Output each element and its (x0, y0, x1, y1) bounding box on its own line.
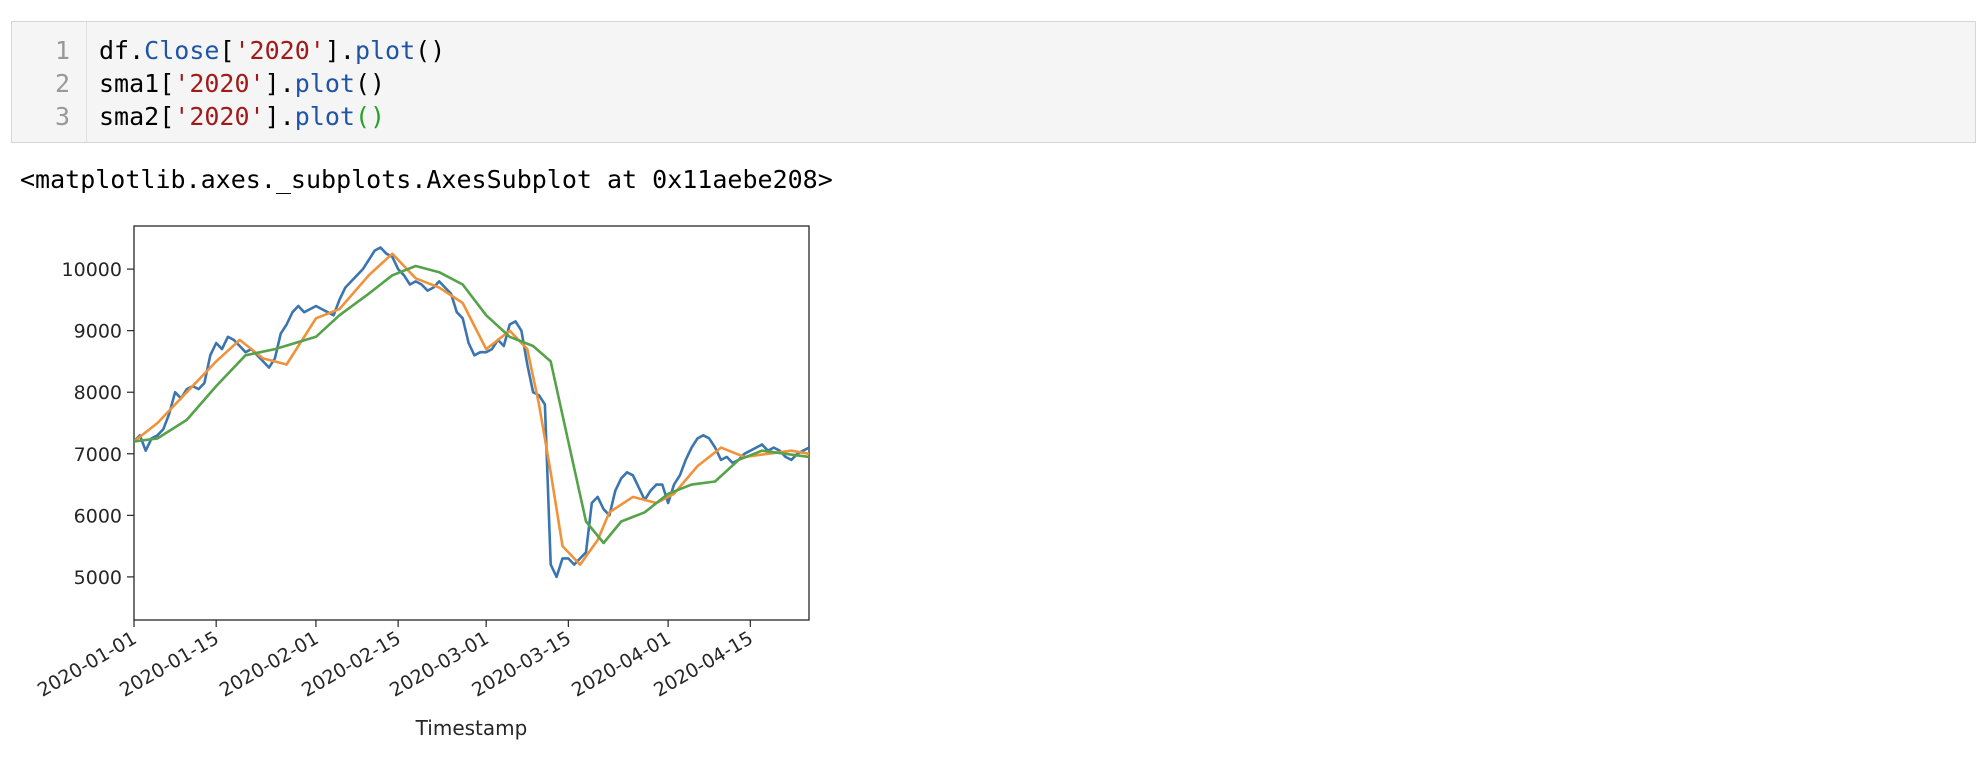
plot-area (133, 225, 810, 621)
code-line[interactable]: sma1['2020'].plot() (99, 67, 385, 100)
code-token: sma2 (99, 102, 160, 131)
y-tick-label: 6000 (74, 505, 122, 527)
code-token: plot (354, 36, 416, 65)
code-token: '2020' (174, 102, 265, 131)
y-tick-label: 10000 (62, 259, 122, 281)
x-axis-title: Timestamp (415, 716, 528, 740)
code-token: . (129, 36, 145, 65)
line-number-gutter: 1 2 3 (12, 22, 87, 142)
code-token: () (415, 36, 446, 65)
code-token: . (279, 69, 295, 98)
y-tick-label: 8000 (74, 382, 122, 404)
y-tick-label: 7000 (74, 444, 122, 466)
code-token: '2020' (234, 36, 325, 65)
code-token: () (354, 69, 386, 98)
code-token: sma1 (99, 69, 160, 98)
line-number: 3 (54, 102, 70, 131)
code-token: () (354, 102, 386, 131)
code-token: ] (324, 36, 340, 65)
code-token: df (99, 36, 130, 65)
code-token: Close (144, 36, 220, 65)
axes-frame (133, 225, 810, 621)
x-axis: 2020-01-012020-01-152020-02-012020-02-15… (34, 620, 757, 702)
code-token: [ (219, 36, 235, 65)
line-chart: 5000 6000 7000 8000 9000 10000 2020-01-012020… (34, 225, 810, 740)
code-token: plot (294, 69, 355, 98)
output-repr-text: <matplotlib.axes._subplots.AxesSubplot a… (20, 165, 833, 194)
code-line[interactable]: sma2['2020'].plot() (99, 100, 385, 133)
code-token: ] (264, 102, 280, 131)
code-line[interactable]: df.Close['2020'].plot() (99, 34, 445, 67)
series-line-3 (134, 264, 809, 545)
y-axis: 5000 6000 7000 8000 9000 10000 (62, 259, 134, 589)
code-token: . (279, 102, 295, 131)
series-layer (134, 246, 809, 579)
code-token: . (339, 36, 355, 65)
line-number: 2 (54, 69, 70, 98)
code-token: plot (294, 102, 355, 131)
y-tick-label: 9000 (74, 321, 122, 343)
series-line-1 (134, 246, 809, 579)
code-input-cell[interactable]: 1 2 3 df.Close['2020'].plot() sma1['2020… (11, 21, 1976, 143)
code-token: '2020' (174, 69, 265, 98)
code-token: [ (159, 69, 175, 98)
line-number: 1 (54, 36, 70, 65)
y-tick-label: 5000 (74, 567, 122, 589)
code-token: [ (159, 102, 175, 131)
code-token: ] (264, 69, 280, 98)
